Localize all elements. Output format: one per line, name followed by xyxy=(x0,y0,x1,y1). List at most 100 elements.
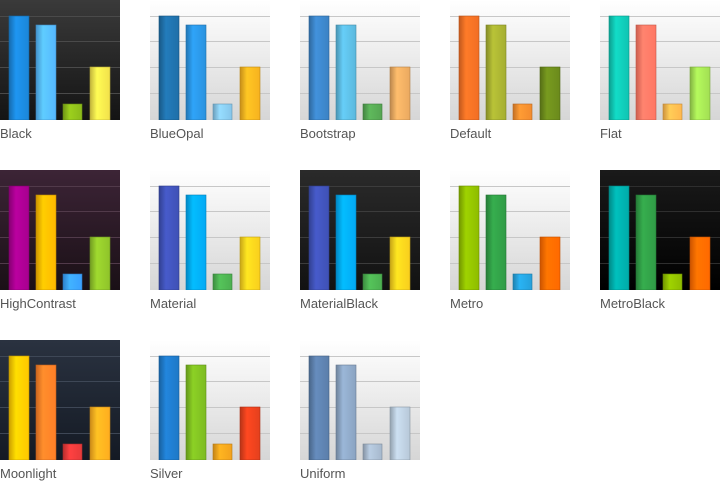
chart-bar xyxy=(212,273,233,290)
chart-bar xyxy=(89,66,111,120)
theme-label: Silver xyxy=(150,466,183,481)
chart-bar xyxy=(185,24,207,120)
theme-tile-black[interactable]: Black xyxy=(0,0,120,141)
chart-bar xyxy=(389,66,411,120)
chart-bar xyxy=(662,273,683,290)
chart-bar xyxy=(62,443,83,460)
chart-bar xyxy=(335,364,357,460)
theme-tile-metroblack[interactable]: MetroBlack xyxy=(600,170,720,311)
theme-label: MetroBlack xyxy=(600,296,666,311)
chart-bar xyxy=(512,103,533,120)
theme-tile-moonlight[interactable]: Moonlight xyxy=(0,340,120,481)
theme-thumbnail-chart xyxy=(0,0,120,120)
chart-bar xyxy=(158,15,180,120)
chart-preview xyxy=(300,170,420,290)
chart-bar xyxy=(485,24,507,120)
chart-bar xyxy=(308,15,330,120)
theme-tile-blueopal[interactable]: BlueOpal xyxy=(150,0,270,141)
theme-label: Moonlight xyxy=(0,466,57,481)
chart-bar xyxy=(89,236,111,290)
theme-tile-silver[interactable]: Silver xyxy=(150,340,270,481)
chart-bar xyxy=(62,103,83,120)
chart-preview xyxy=(150,340,270,460)
chart-bar xyxy=(308,355,330,460)
chart-preview xyxy=(600,0,720,120)
chart-bar xyxy=(512,273,533,290)
theme-thumbnail-chart xyxy=(600,0,720,120)
chart-preview xyxy=(0,340,120,460)
theme-tile-flat[interactable]: Flat xyxy=(600,0,720,141)
theme-thumbnail-chart xyxy=(300,0,420,120)
theme-label: MaterialBlack xyxy=(300,296,379,311)
chart-bar xyxy=(185,364,207,460)
chart-bar xyxy=(239,236,261,290)
theme-thumbnail-chart xyxy=(150,340,270,460)
chart-bar xyxy=(539,236,561,290)
theme-thumbnail-chart xyxy=(0,340,120,460)
chart-preview xyxy=(450,0,570,120)
theme-tile-material[interactable]: Material xyxy=(150,170,270,311)
chart-bar xyxy=(212,443,233,460)
chart-bar xyxy=(8,355,30,460)
chart-bar xyxy=(239,66,261,120)
chart-preview xyxy=(300,340,420,460)
theme-thumbnail-chart xyxy=(0,170,120,290)
chart-bar xyxy=(212,103,233,120)
chart-bar xyxy=(35,24,57,120)
theme-thumbnail-chart xyxy=(150,0,270,120)
chart-bar xyxy=(158,355,180,460)
theme-thumbnail-chart xyxy=(450,170,570,290)
chart-bar xyxy=(389,406,411,460)
theme-thumbnail-chart xyxy=(600,170,720,290)
chart-bar xyxy=(8,185,30,290)
theme-label: Uniform xyxy=(300,466,346,481)
chart-bar xyxy=(635,24,657,120)
chart-bar xyxy=(539,66,561,120)
chart-bar xyxy=(35,194,57,290)
chart-bar xyxy=(635,194,657,290)
theme-label: HighContrast xyxy=(0,296,76,311)
chart-bar xyxy=(608,15,630,120)
chart-bar xyxy=(662,103,683,120)
chart-bar xyxy=(389,236,411,290)
chart-bar xyxy=(608,185,630,290)
theme-thumbnail-chart xyxy=(150,170,270,290)
chart-bar xyxy=(335,24,357,120)
chart-bar xyxy=(458,185,480,290)
theme-tile-bootstrap[interactable]: Bootstrap xyxy=(300,0,420,141)
theme-tile-highcontrast[interactable]: HighContrast xyxy=(0,170,120,311)
chart-bar xyxy=(362,103,383,120)
chart-bar xyxy=(335,194,357,290)
theme-thumbnail-chart xyxy=(300,170,420,290)
chart-preview xyxy=(150,170,270,290)
chart-bar xyxy=(158,185,180,290)
chart-bar xyxy=(35,364,57,460)
chart-preview xyxy=(600,170,720,290)
theme-label: BlueOpal xyxy=(150,126,204,141)
theme-thumbnail-chart xyxy=(300,340,420,460)
theme-label: Default xyxy=(450,126,492,141)
chart-bar xyxy=(89,406,111,460)
chart-bar xyxy=(239,406,261,460)
chart-preview xyxy=(450,170,570,290)
chart-bar xyxy=(8,15,30,120)
chart-preview xyxy=(300,0,420,120)
chart-bar xyxy=(62,273,83,290)
theme-thumbnail-chart xyxy=(450,0,570,120)
theme-tile-default[interactable]: Default xyxy=(450,0,570,141)
theme-label: Bootstrap xyxy=(300,126,356,141)
chart-bar xyxy=(485,194,507,290)
theme-label: Metro xyxy=(450,296,484,311)
theme-tile-materialblack[interactable]: MaterialBlack xyxy=(300,170,420,311)
chart-bar xyxy=(185,194,207,290)
theme-label: Flat xyxy=(600,126,622,141)
chart-preview xyxy=(0,0,120,120)
chart-preview xyxy=(150,0,270,120)
theme-tile-metro[interactable]: Metro xyxy=(450,170,570,311)
chart-bar xyxy=(689,236,711,290)
chart-bar xyxy=(308,185,330,290)
chart-bar xyxy=(362,273,383,290)
theme-tile-uniform[interactable]: Uniform xyxy=(300,340,420,481)
chart-bar xyxy=(689,66,711,120)
